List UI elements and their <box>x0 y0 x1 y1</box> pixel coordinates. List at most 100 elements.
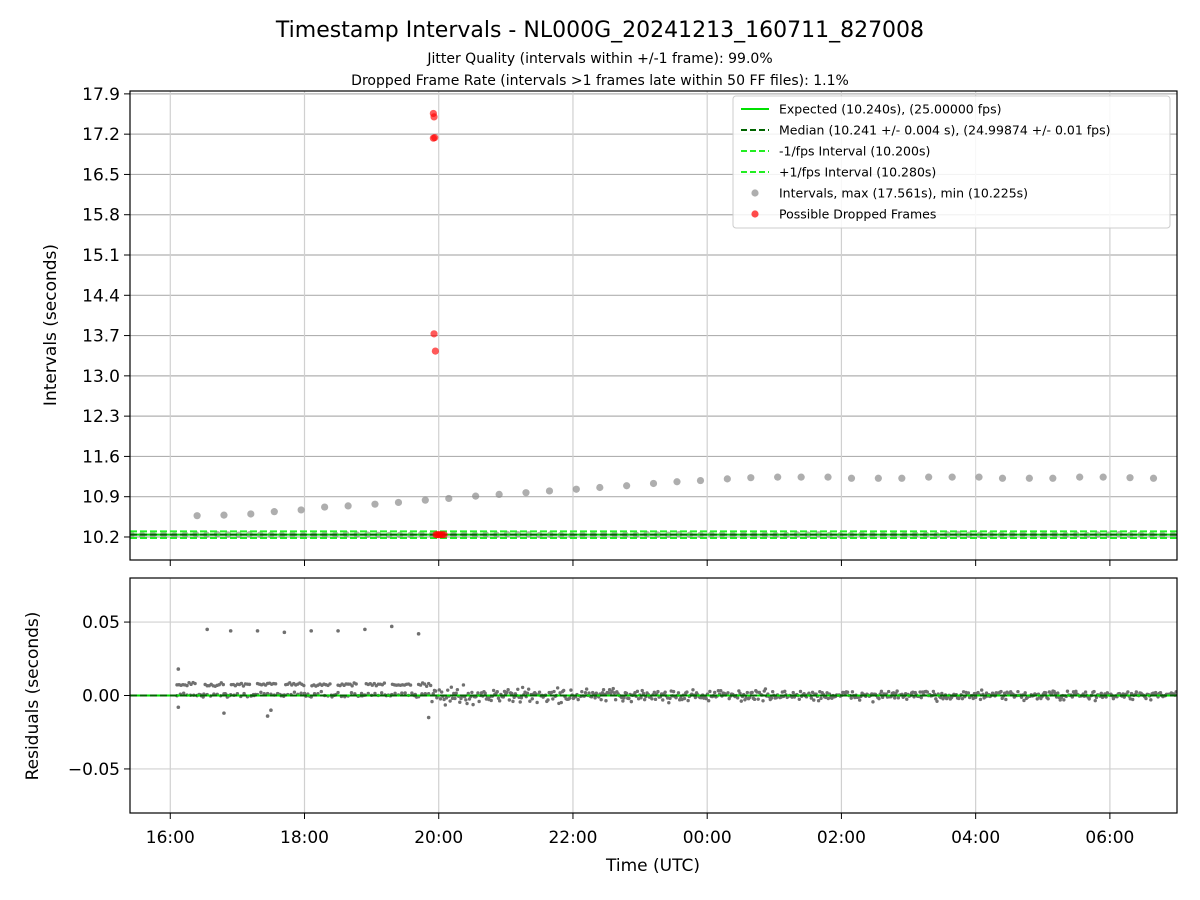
intervals-y-tick-label: 17.9 <box>82 85 120 105</box>
jitter-quality-subtitle: Jitter Quality (intervals within +/-1 fr… <box>426 51 772 67</box>
residual-point <box>506 687 510 692</box>
residual-point <box>984 691 989 695</box>
residual-point <box>1035 697 1039 701</box>
intervals-y-tick-label: 13.7 <box>82 327 120 347</box>
residual-point <box>635 689 640 694</box>
dropped-frame-point <box>431 134 439 142</box>
residual-point <box>627 696 631 701</box>
residual-point <box>242 691 246 696</box>
residual-point <box>622 696 626 700</box>
residual-point <box>1087 697 1091 701</box>
residual-outlier-point <box>309 629 314 633</box>
residual-point <box>935 699 939 703</box>
residual-point <box>1044 691 1048 695</box>
residual-point <box>1093 698 1097 703</box>
residual-outlier-point <box>176 667 181 671</box>
residual-point <box>752 697 757 702</box>
residual-point <box>685 690 689 694</box>
intervals-y-tick-label: 15.1 <box>82 246 120 266</box>
residual-point <box>857 698 862 702</box>
residual-point <box>587 691 591 695</box>
residual-point <box>275 691 280 696</box>
residual-point <box>845 690 850 694</box>
residual-point <box>1126 690 1130 694</box>
residual-point <box>519 696 524 700</box>
interval-trend-point <box>1126 474 1134 482</box>
residual-point <box>1058 698 1062 702</box>
residual-point <box>706 699 711 703</box>
residual-point <box>516 687 520 691</box>
residual-point <box>656 689 660 694</box>
residual-point <box>443 703 448 707</box>
interval-trend-point <box>1025 474 1033 482</box>
residual-point <box>438 697 443 701</box>
residual-point <box>450 696 455 701</box>
intervals-data-group <box>130 109 1177 539</box>
residual-point <box>461 683 466 687</box>
residual-point <box>470 690 474 695</box>
residual-point <box>978 697 983 702</box>
residual-point <box>576 697 580 702</box>
residual-outlier-point <box>336 629 340 633</box>
interval-trend-point <box>220 511 228 519</box>
intervals-y-tick-label: 14.4 <box>82 286 120 306</box>
residual-point <box>193 681 197 686</box>
residual-point <box>185 683 189 688</box>
residuals-y-tick-label: 0.05 <box>82 613 120 633</box>
residual-point <box>960 696 965 701</box>
residual-point <box>905 697 909 701</box>
residual-outlier-point <box>228 629 233 633</box>
residual-point <box>288 681 292 685</box>
residuals-y-tick-label: −0.05 <box>68 760 120 780</box>
residual-point <box>507 698 512 702</box>
residual-point <box>1022 698 1026 703</box>
residual-point <box>653 697 658 702</box>
residual-point <box>373 691 377 696</box>
interval-trend-point <box>596 483 604 492</box>
residual-point <box>464 698 468 702</box>
residual-point <box>640 688 644 693</box>
residual-point <box>812 698 816 702</box>
residual-point <box>458 700 462 704</box>
residual-point <box>966 691 971 695</box>
time-x-tick-label: 00:00 <box>683 828 732 848</box>
residual-point <box>621 699 625 703</box>
residual-point <box>477 699 481 704</box>
residual-point <box>535 700 539 705</box>
residual-point <box>691 688 695 692</box>
residual-point <box>551 697 555 701</box>
interval-trend-point <box>649 479 658 488</box>
residual-point <box>453 696 457 701</box>
interval-trend-point <box>421 496 429 504</box>
residual-point <box>624 691 629 696</box>
residual-point <box>750 690 754 695</box>
residual-outlier-point <box>416 632 421 636</box>
residual-outlier-point <box>269 708 273 712</box>
residual-point <box>611 686 615 691</box>
residual-point <box>476 691 480 695</box>
legend-minus-fps-label: -1/fps Interval (10.200s) <box>779 144 930 159</box>
residual-point <box>716 689 721 693</box>
residual-point <box>791 690 795 695</box>
residual-point <box>1131 697 1135 702</box>
interval-trend-point <box>998 474 1007 482</box>
residual-point <box>629 699 634 704</box>
residual-point <box>600 691 605 695</box>
interval-trend-point <box>1149 474 1158 482</box>
interval-trend-point <box>1049 474 1057 482</box>
interval-trend-point <box>1076 473 1084 481</box>
residual-point <box>489 698 493 703</box>
residual-point <box>972 691 977 696</box>
residual-point <box>546 698 550 702</box>
interval-trend-point <box>948 473 956 481</box>
residual-point <box>770 689 775 694</box>
intervals-y-tick-label: 10.9 <box>82 488 120 508</box>
residual-point <box>642 697 647 702</box>
residuals-y-tick-label: 0.00 <box>82 687 120 707</box>
residual-point <box>810 690 815 695</box>
residual-point <box>850 690 855 694</box>
legend: Expected (10.240s), (25.00000 fps) Median… <box>732 95 1171 229</box>
interval-trend-point <box>696 476 705 485</box>
legend-box <box>732 95 1171 229</box>
residual-point <box>496 696 501 700</box>
